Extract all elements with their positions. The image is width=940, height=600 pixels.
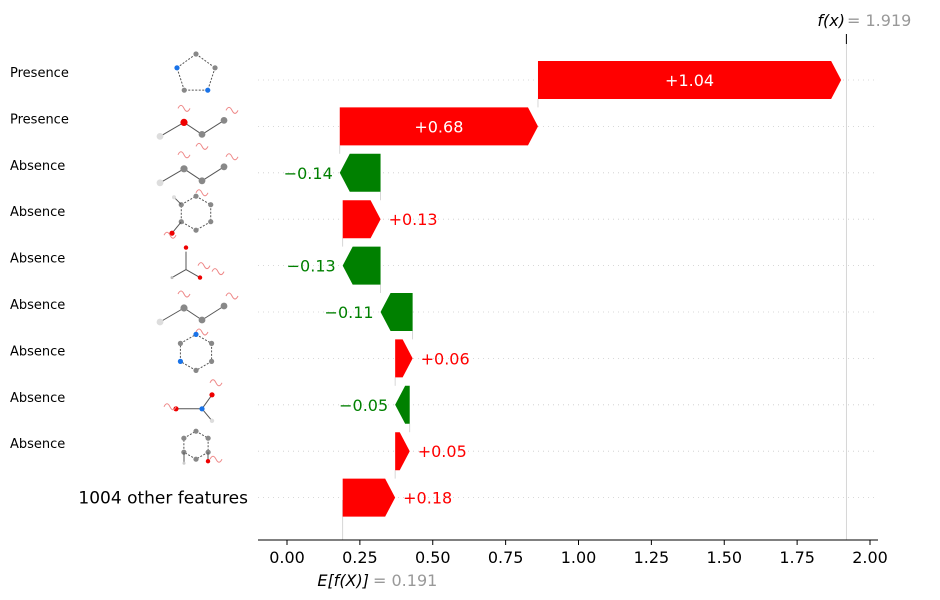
positive-bar xyxy=(537,61,842,99)
x-tick-label: 2.00 xyxy=(852,548,888,567)
base-value-number: = 0.191 xyxy=(373,571,437,590)
value-label: +0.05 xyxy=(418,442,467,461)
feature-label: Absence xyxy=(10,205,65,220)
value-label: +0.18 xyxy=(403,489,452,508)
carbonyl-fragment-structure xyxy=(170,245,225,280)
feature-label: Absence xyxy=(10,252,65,267)
final-value-label: f(x) xyxy=(817,11,845,30)
feature-labels: Presence Presence Absence Absence Absence Abs… xyxy=(10,66,248,509)
positive-bar xyxy=(395,339,413,378)
value-label: +1.04 xyxy=(665,71,714,90)
value-label: −0.11 xyxy=(325,303,374,322)
x-tick-label: 1.00 xyxy=(561,548,597,567)
base-value-label: E[f(X)] xyxy=(317,571,369,590)
final-value-annotation: f(x) = 1.919 xyxy=(817,11,911,30)
x-tick-label: 1.50 xyxy=(706,548,742,567)
x-tick-label: 0.00 xyxy=(269,548,305,567)
feature-label: Absence xyxy=(10,391,65,406)
negative-bar xyxy=(395,385,410,424)
positive-bar xyxy=(339,107,538,146)
x-tick-label: 1.25 xyxy=(634,548,670,567)
amine-fragment-structure xyxy=(163,379,223,423)
value-label: −0.14 xyxy=(284,164,333,183)
x-tick-label: 1.75 xyxy=(779,548,815,567)
branched-fragment-structure xyxy=(156,290,239,336)
x-tick-label: 0.50 xyxy=(415,548,451,567)
feature-label: 1004 other features xyxy=(78,489,248,509)
feature-label: Absence xyxy=(10,298,65,313)
x-tick-label: 0.75 xyxy=(488,548,524,567)
value-label: +0.06 xyxy=(421,349,470,368)
cyclopentane-ring-structure xyxy=(174,51,218,93)
value-label: +0.68 xyxy=(414,117,463,136)
value-label: −0.13 xyxy=(287,257,336,276)
feature-label: Absence xyxy=(10,437,65,452)
positive-bar xyxy=(342,478,396,517)
base-value-annotation: E[f(X)] = 0.191 xyxy=(317,571,437,590)
negative-bar xyxy=(342,246,381,285)
aromatic-ring-fragment-structure xyxy=(181,428,223,465)
molecule-thumbnails xyxy=(156,51,239,465)
final-value-number: = 1.919 xyxy=(847,11,911,30)
value-labels: +1.04 +0.68 −0.14 +0.13 −0.13 −0.11 +0.06 −0.05… xyxy=(284,71,714,508)
value-label: +0.13 xyxy=(389,210,438,229)
negative-bar xyxy=(339,153,381,192)
feature-label: Absence xyxy=(10,159,65,174)
feature-label: Absence xyxy=(10,344,65,359)
benzene-ring-structure xyxy=(163,193,214,239)
x-axis: 0.00 0.25 0.50 0.75 1.00 1.25 1.50 1.75 2.00 xyxy=(258,539,888,567)
branched-fragment-structure xyxy=(156,104,239,150)
bars xyxy=(339,61,842,517)
value-label: −0.05 xyxy=(339,396,388,415)
feature-label: Presence xyxy=(10,66,69,81)
positive-bar xyxy=(395,432,410,471)
negative-bar xyxy=(380,293,413,331)
pyridine-ring-structure xyxy=(177,331,215,373)
branched-fragment-structure xyxy=(156,151,239,197)
x-tick-label: 0.25 xyxy=(342,548,378,567)
feature-label: Presence xyxy=(10,112,69,127)
positive-bar xyxy=(342,200,381,239)
